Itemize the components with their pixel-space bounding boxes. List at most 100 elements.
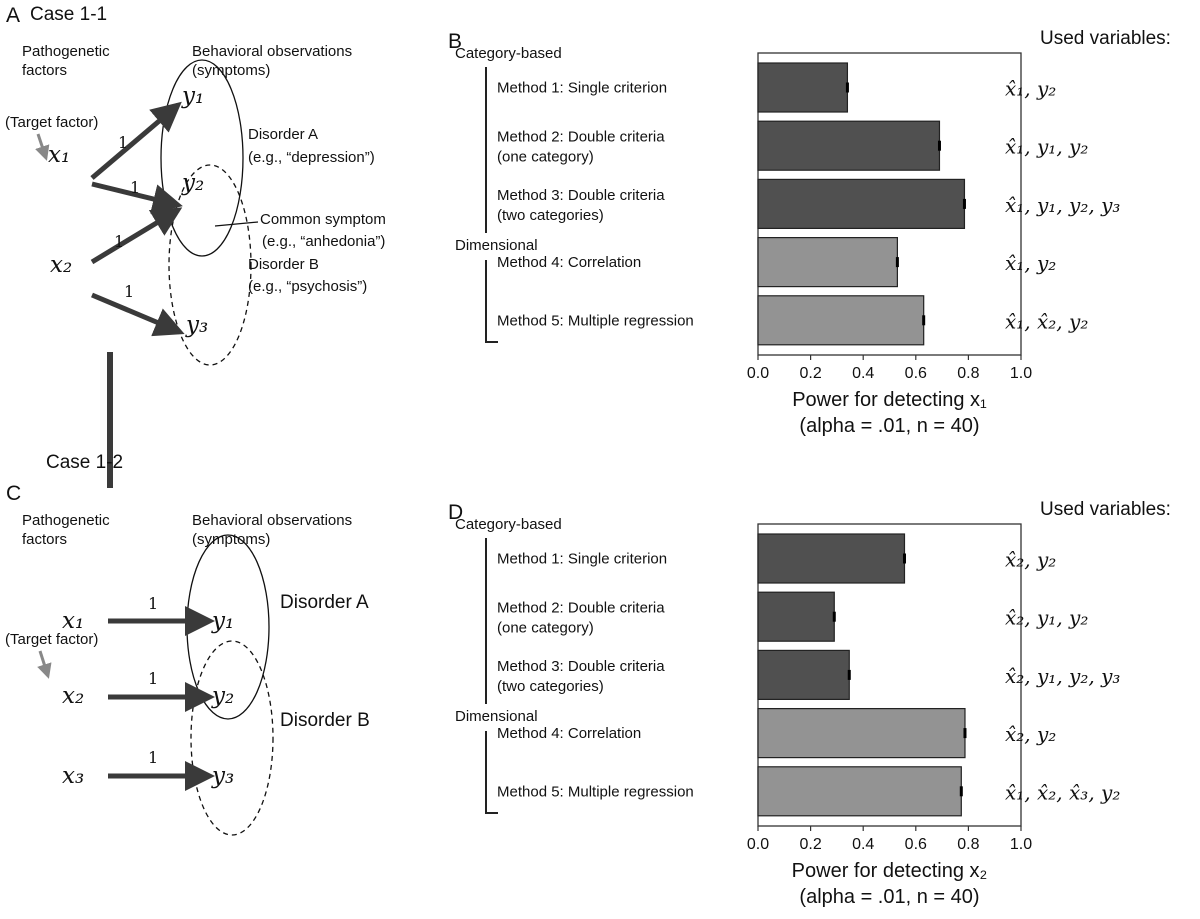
- used-variables: x̂₂, y₂: [1005, 548, 1056, 572]
- weight-label: 1: [148, 594, 158, 613]
- case-title: Case 1-2: [46, 452, 123, 473]
- method-label: (two categories): [497, 678, 604, 695]
- error-bar: [895, 257, 899, 268]
- error-bar: [832, 611, 836, 622]
- bar: [757, 237, 898, 288]
- error-bar: [963, 728, 967, 739]
- observations-label: (symptoms): [192, 531, 270, 548]
- node-x3: x₃: [62, 763, 84, 789]
- x-tick-label: 0.6: [905, 365, 927, 382]
- dimensional-bracket: [485, 260, 498, 343]
- panel-letter: B: [448, 30, 462, 53]
- node-y2: y₂: [181, 170, 204, 196]
- chart-b: B Used variables: Category-based Dimensiona…: [448, 28, 1171, 437]
- x-tick-label: 1.0: [1010, 836, 1032, 853]
- bar: [757, 120, 941, 171]
- method-label: Method 1: Single criterion: [497, 80, 667, 97]
- node-y1: y₁: [181, 83, 204, 109]
- used-variables: x̂₁, y₁, y₂: [1005, 135, 1088, 159]
- x-tick-label: 1.0: [1010, 365, 1032, 382]
- method-label: Method 2: Double criteria: [497, 600, 665, 617]
- bar: [757, 533, 906, 584]
- disorder-a-label: Disorder A: [248, 126, 318, 143]
- used-variables-label: Used variables:: [1040, 28, 1171, 49]
- method-label: Method 3: Double criteria: [497, 187, 665, 204]
- x-tick-label: 0.0: [747, 836, 769, 853]
- x-tick-label: 0.6: [905, 836, 927, 853]
- weight-label: 1: [118, 133, 128, 152]
- bar: [757, 178, 966, 229]
- panel-c-diagram: Case 1-2 C Pathogenetic factors Behavior…: [5, 452, 370, 836]
- arrow-x2-y3: [91, 292, 185, 337]
- used-variables: x̂₂, y₁, y₂: [1005, 606, 1088, 630]
- x-axis-label: Power for detecting x₁: [792, 389, 987, 411]
- disorder-b-label: Disorder B: [248, 256, 319, 273]
- method-label: Method 3: Double criteria: [497, 658, 665, 675]
- arrow-x1-y1: [90, 101, 182, 180]
- group-label-dimensional: Dimensional: [455, 237, 538, 254]
- arrow-x2-y2: [90, 207, 183, 265]
- panel-letter: C: [6, 482, 21, 505]
- case-title: Case 1-1: [30, 4, 107, 25]
- bar: [757, 591, 835, 642]
- node-y3: y₃: [211, 763, 234, 789]
- weight-label: 1: [148, 748, 158, 767]
- target-arrow: [35, 133, 50, 161]
- error-bar: [847, 669, 851, 680]
- used-variables: x̂₁, x̂₂, x̂₃, y₂: [1005, 780, 1120, 804]
- method-label: Method 4: Correlation: [497, 254, 641, 271]
- error-bar: [902, 553, 906, 564]
- node-y2: y₂: [211, 683, 234, 709]
- x-tick-label: 0.4: [852, 836, 874, 853]
- observations-label: Behavioral observations: [192, 512, 352, 529]
- factors-label: factors: [22, 62, 67, 79]
- x-tick-label: 0.2: [799, 836, 821, 853]
- panel-a-diagram: A Case 1-1 Pathogenetic factors Behavior…: [5, 4, 386, 366]
- weight-label: 1: [124, 282, 134, 301]
- method-label: Method 4: Correlation: [497, 725, 641, 742]
- x-tick-label: 0.4: [852, 365, 874, 382]
- x-tick-label: 0.8: [957, 365, 979, 382]
- node-y1: y₁: [211, 608, 234, 634]
- factors-label: factors: [22, 531, 67, 548]
- factors-label: Pathogenetic: [22, 512, 110, 529]
- disorder-a-label: Disorder A: [280, 592, 369, 613]
- used-variables: x̂₁, x̂₂, y₂: [1005, 309, 1088, 333]
- used-variables: x̂₂, y₁, y₂, y₃: [1005, 664, 1120, 688]
- disorder-b-example: (e.g., “psychosis”): [248, 278, 367, 295]
- node-x2: x₂: [50, 252, 72, 278]
- method-label: Method 1: Single criterion: [497, 551, 667, 568]
- group-label-category: Category-based: [455, 516, 562, 533]
- method-label: (two categories): [497, 207, 604, 224]
- x-axis-label: Power for detecting x₂: [792, 860, 988, 882]
- error-bar: [962, 198, 966, 209]
- node-x1: x₁: [48, 142, 70, 168]
- disorder-b-label: Disorder B: [280, 710, 370, 731]
- used-variables: x̂₁, y₁, y₂, y₃: [1005, 193, 1120, 217]
- error-bar: [922, 315, 926, 326]
- x-axis-sublabel: (alpha = .01, n = 40): [799, 886, 979, 908]
- weight-label: 1: [130, 178, 140, 197]
- used-variables: x̂₁, y₂: [1005, 251, 1056, 275]
- x-tick-label: 0.8: [957, 836, 979, 853]
- factors-label: Pathogenetic: [22, 43, 110, 60]
- used-variables: x̂₁, y₂: [1005, 77, 1056, 101]
- method-label: (one category): [497, 149, 594, 166]
- method-label: Method 5: Multiple regression: [497, 783, 694, 800]
- method-label: Method 5: Multiple regression: [497, 312, 694, 329]
- common-symptom-example: (e.g., “anhedonia”): [262, 233, 385, 250]
- group-label-category: Category-based: [455, 45, 562, 62]
- node-x1: x₁: [62, 608, 84, 634]
- error-bar: [959, 786, 963, 797]
- weight-label: 1: [114, 232, 124, 251]
- target-factor-label: (Target factor): [5, 631, 98, 648]
- error-bar: [937, 140, 941, 151]
- common-symptom-label: Common symptom: [260, 211, 386, 228]
- node-x2: x₂: [62, 683, 84, 709]
- observations-label: (symptoms): [192, 62, 270, 79]
- x-tick-label: 0.0: [747, 365, 769, 382]
- panel-letter: A: [6, 4, 20, 27]
- method-label: (one category): [497, 620, 594, 637]
- chart-d: D Used variables: Category-based Dimensiona…: [448, 499, 1171, 908]
